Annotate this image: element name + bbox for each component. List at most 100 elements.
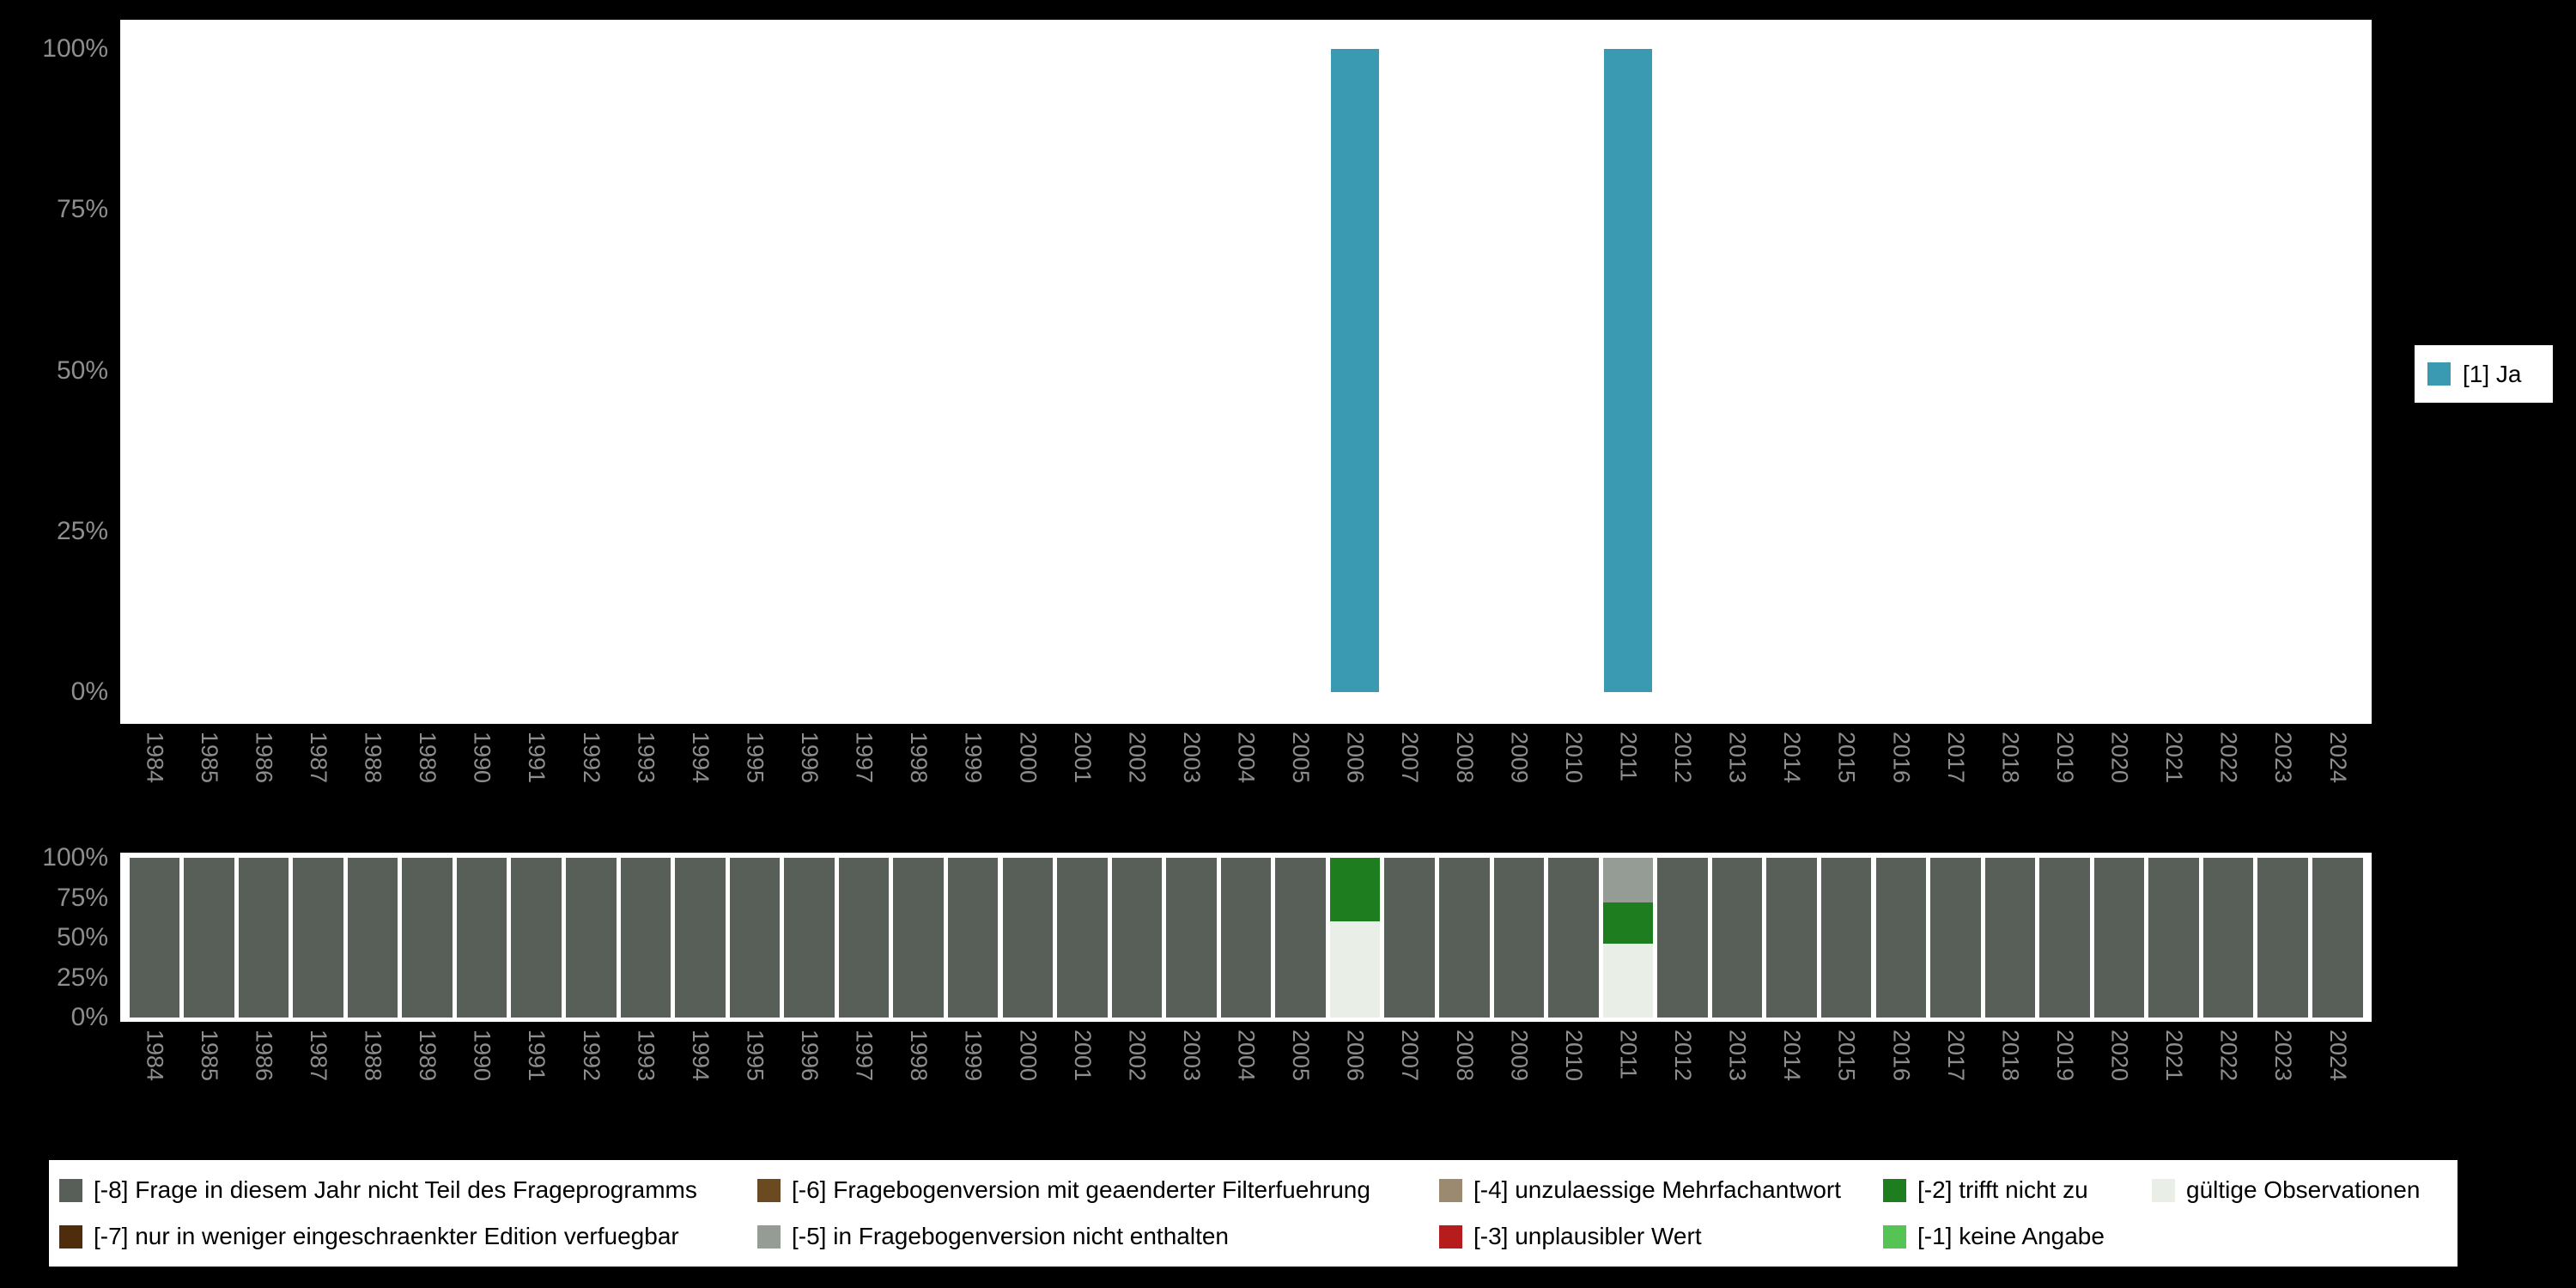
missings-bar-2013[interactable] <box>1711 858 1763 1018</box>
x-tick-label: 1984 <box>142 732 168 784</box>
missings-bar-1999[interactable] <box>947 858 999 1018</box>
x-tick-cell: 2018 <box>1983 1030 2038 1150</box>
missings-bar-2011[interactable] <box>1602 858 1654 1018</box>
missings-bar-1994[interactable] <box>675 858 726 1018</box>
x-tick-label: 2012 <box>1670 732 1697 784</box>
missings-bar-1991[interactable] <box>511 858 562 1018</box>
availability-bar-band <box>564 49 619 692</box>
missings-bar-2014[interactable] <box>1766 858 1817 1018</box>
availability-bar-2006[interactable] <box>1331 49 1380 692</box>
missings-bar-1996[interactable] <box>784 858 835 1018</box>
x-tick-cell: 1985 <box>182 1030 237 1150</box>
x-tick-cell: 2002 <box>1109 1030 1164 1150</box>
legend-swatch <box>59 1178 82 1202</box>
missings-bar-2021[interactable] <box>2148 858 2199 1018</box>
missings-bar-2020[interactable] <box>2093 858 2145 1018</box>
availability-bar-band <box>2256 49 2311 692</box>
missings-bar-2006[interactable] <box>1329 858 1381 1018</box>
x-tick-cell: 2018 <box>1983 732 2038 852</box>
segment--8 <box>347 858 398 1018</box>
availability-bar-band <box>836 49 891 692</box>
missings-bar-band <box>1109 858 1164 1018</box>
x-tick-cell: 1995 <box>727 732 782 852</box>
missings-bar-1984[interactable] <box>129 858 180 1018</box>
missings-bar-2019[interactable] <box>2039 858 2090 1018</box>
missings-bar-1997[interactable] <box>838 858 890 1018</box>
missings-bar-band <box>1546 858 1601 1018</box>
missings-bar-1998[interactable] <box>893 858 944 1018</box>
missings-bar-2018[interactable] <box>1984 858 2036 1018</box>
missings-bar-band <box>1492 858 1546 1018</box>
x-tick-label: 1991 <box>524 732 550 784</box>
legend-item--3: [-3] unplausibler Wert <box>1439 1219 1702 1254</box>
x-tick-label: 1993 <box>633 732 659 784</box>
availability-bar-band <box>1601 49 1656 692</box>
missings-bar-band <box>836 858 891 1018</box>
missings-bar-2016[interactable] <box>1875 858 1927 1018</box>
x-tick-label: 2016 <box>1888 732 1915 784</box>
missings-bar-2007[interactable] <box>1384 858 1435 1018</box>
x-tick-label: 2019 <box>2051 732 2078 784</box>
missings-bar-1985[interactable] <box>184 858 234 1018</box>
availability-bar-band <box>509 49 564 692</box>
missings-bar-2001[interactable] <box>1057 858 1108 1018</box>
missings-bar-2023[interactable] <box>2257 858 2308 1018</box>
availability-bar-band <box>2147 49 2202 692</box>
missings-bar-2003[interactable] <box>1166 858 1217 1018</box>
x-tick-cell: 1985 <box>182 732 237 852</box>
x-tick-cell: 2011 <box>1601 732 1656 852</box>
x-tick-cell: 2000 <box>1000 732 1055 852</box>
x-tick-label: 1986 <box>251 1030 277 1082</box>
x-tick-label: 2014 <box>1779 1030 1806 1082</box>
missings-bar-1992[interactable] <box>566 858 617 1018</box>
missings-bar-2008[interactable] <box>1439 858 1490 1018</box>
missings-bar-1987[interactable] <box>293 858 343 1018</box>
segment--8 <box>566 858 617 1018</box>
x-tick-cell: 1989 <box>400 732 455 852</box>
missings-bar-2022[interactable] <box>2202 858 2254 1018</box>
x-tick-cell: 2023 <box>2256 732 2311 852</box>
x-tick-cell: 1998 <box>891 1030 946 1150</box>
missings-bar-2012[interactable] <box>1657 858 1708 1018</box>
legend-label: [-3] unplausibler Wert <box>1473 1223 1702 1249</box>
missings-bar-2010[interactable] <box>1548 858 1599 1018</box>
x-tick-label: 1995 <box>742 1030 769 1082</box>
availability-bar-band <box>345 49 400 692</box>
x-tick-label: 2021 <box>2161 732 2188 784</box>
missings-bar-1988[interactable] <box>347 858 398 1018</box>
availability-bar-band <box>1819 49 1874 692</box>
x-tick-cell: 2003 <box>1164 732 1219 852</box>
availability-bar-2011[interactable] <box>1604 49 1652 692</box>
missings-bar-2017[interactable] <box>1930 858 1981 1018</box>
availability-x-axis: 1984 1985 1986 1987 1988 1989 1990 1991 1992 1993… <box>127 732 2365 852</box>
x-tick-cell: 2021 <box>2147 732 2202 852</box>
x-tick-label: 2014 <box>1779 732 1806 784</box>
legend-swatch <box>2152 1178 2175 1202</box>
x-tick-label: 1999 <box>960 1030 987 1082</box>
missings-bar-2024[interactable] <box>2312 858 2363 1018</box>
missings-bar-1990[interactable] <box>456 858 507 1018</box>
missings-bar-2015[interactable] <box>1820 858 1872 1018</box>
segment--8 <box>729 858 781 1018</box>
segment--5 <box>1602 858 1654 903</box>
legend-item--8: [-8] Frage in diesem Jahr nicht Teil des… <box>59 1173 697 1207</box>
missings-bar-1989[interactable] <box>402 858 453 1018</box>
missings-bar-2004[interactable] <box>1220 858 1272 1018</box>
missings-bar-2000[interactable] <box>1002 858 1054 1018</box>
x-tick-label: 1987 <box>305 1030 331 1082</box>
missings-bar-2009[interactable] <box>1493 858 1545 1018</box>
missings-bar-2002[interactable] <box>1111 858 1163 1018</box>
missings-bar-2005[interactable] <box>1275 858 1326 1018</box>
missings-bar-1986[interactable] <box>238 858 289 1018</box>
missings-bar-1993[interactable] <box>620 858 671 1018</box>
availability-bar-band <box>1055 49 1110 692</box>
x-tick-label: 2017 <box>1942 732 1969 784</box>
x-tick-label: 2012 <box>1670 1030 1697 1082</box>
missings-bar-1995[interactable] <box>729 858 781 1018</box>
availability-bar-band <box>1492 49 1546 692</box>
segment--8 <box>511 858 562 1018</box>
segment--8 <box>620 858 671 1018</box>
availability-y-axis: 100% 75% 50% 25% 0% <box>0 36 108 705</box>
missings-bar-band <box>1819 858 1874 1018</box>
x-tick-cell: 1999 <box>945 732 1000 852</box>
